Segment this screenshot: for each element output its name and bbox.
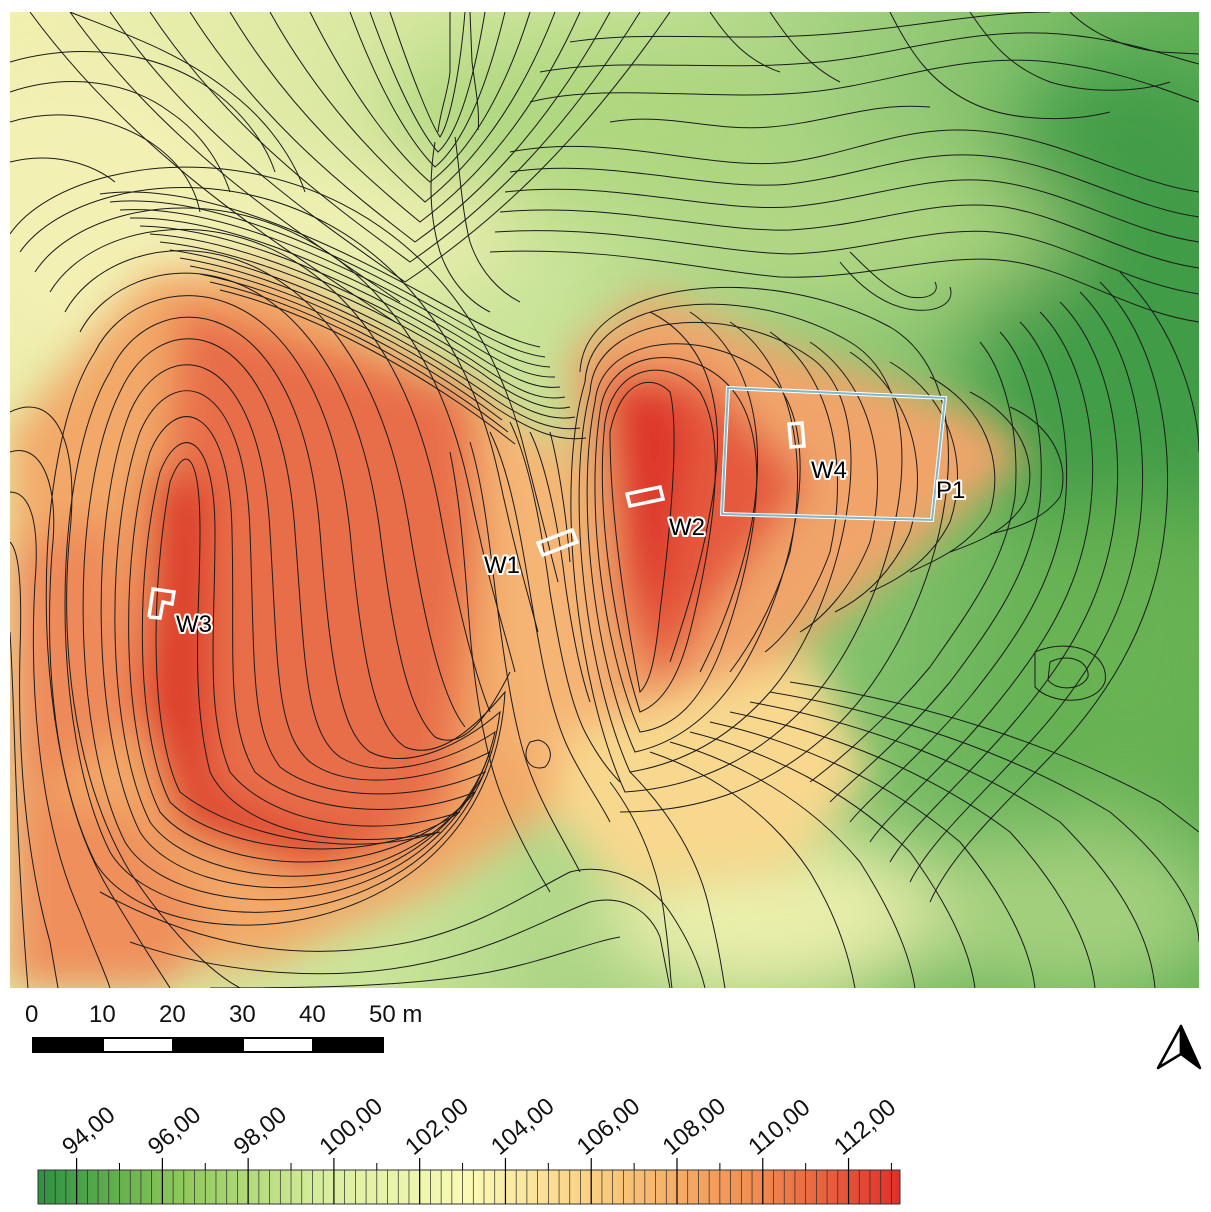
legend-label: 110,00 <box>743 1094 815 1161</box>
legend-label: 94,00 <box>57 1101 120 1160</box>
label-w2: W2 <box>669 514 705 541</box>
scale-segment <box>242 1037 314 1053</box>
scale-segment <box>172 1037 244 1053</box>
contour-map: W4 P1 W2 W1 W3 <box>10 12 1199 988</box>
trench-w3 <box>147 587 177 620</box>
terrain-heights <box>10 272 1030 988</box>
trench-w1 <box>535 527 580 558</box>
label-w4: W4 <box>811 457 847 484</box>
label-w3: W3 <box>176 611 212 638</box>
scale-tick-label: 30 <box>229 1001 256 1028</box>
scale-segment <box>312 1037 384 1053</box>
legend-label: 106,00 <box>572 1093 646 1161</box>
feature-labels: W4 P1 W2 W1 W3 <box>174 455 967 640</box>
scale-tick-label: 50 m <box>369 1001 422 1028</box>
label-w1: W1 <box>484 552 520 579</box>
legend-label: 102,00 <box>400 1093 474 1161</box>
trench-w4 <box>787 421 806 449</box>
legend-label: 108,00 <box>657 1093 731 1161</box>
elevation-legend: 94,00 96,00 98,00 100,00 102,00 104,00 106,00 1… <box>0 1068 920 1207</box>
scale-tick-label: 40 <box>299 1001 326 1028</box>
legend-label: 98,00 <box>229 1101 292 1160</box>
scale-bar: 0 10 20 30 40 50 m <box>0 990 460 1070</box>
trench-w2 <box>624 484 666 509</box>
elevation-surface: W4 P1 W2 W1 W3 <box>10 12 1199 988</box>
scale-segment <box>32 1037 104 1053</box>
scale-segment <box>102 1037 174 1053</box>
contour-lines <box>10 12 1199 988</box>
scale-tick-label: 20 <box>159 1001 186 1028</box>
legend-label: 100,00 <box>314 1093 388 1161</box>
scale-tick-label: 10 <box>89 1001 116 1028</box>
north-arrow-icon <box>1150 1024 1202 1070</box>
legend-label: 104,00 <box>486 1093 560 1161</box>
scale-tick-label: 0 <box>25 1001 38 1028</box>
trenches <box>147 421 806 620</box>
legend-label: 112,00 <box>829 1094 901 1161</box>
legend-label: 96,00 <box>143 1101 206 1160</box>
legend-color-ramp <box>37 1169 901 1205</box>
label-p1: P1 <box>936 477 965 504</box>
plot-p1 <box>719 385 948 523</box>
